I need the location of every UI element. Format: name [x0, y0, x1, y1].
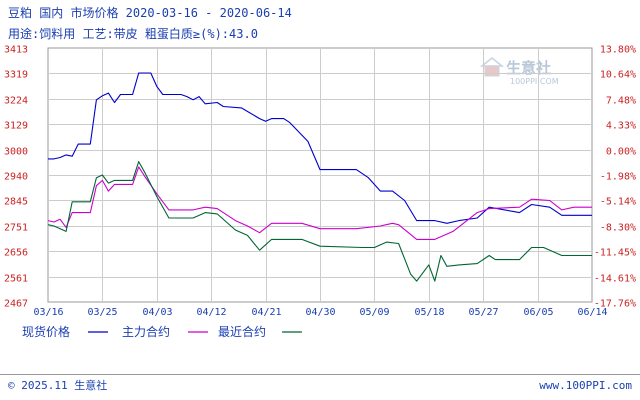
series-line-main — [47, 166, 592, 240]
house-icon — [479, 57, 505, 77]
y-tick-label-left: 2656 — [4, 248, 28, 259]
x-tick-label: 06/14 — [577, 307, 607, 318]
y-tick-label-left: 3129 — [4, 121, 28, 132]
footer-copyright: © 2025.11 生意社 — [8, 378, 107, 392]
y-tick-label-right: 4.33% — [606, 121, 636, 132]
y-tick-label-left: 3413 — [4, 45, 28, 56]
y-tick-label-right: 0.00% — [606, 147, 636, 158]
y-tick-label-right: -5.14% — [600, 197, 636, 208]
y-tick-label-left: 2751 — [4, 223, 28, 234]
x-tick-label: 05/09 — [359, 307, 389, 318]
y-tick-label-right: 13.80% — [600, 45, 636, 56]
y-tick-label-left: 3224 — [4, 96, 28, 107]
y-tick-label-right: -17.76% — [594, 299, 636, 310]
watermark-url: 100PPI.COM — [510, 77, 559, 86]
y-tick-label-right: -1.98% — [600, 172, 636, 183]
y-tick-label-right: 7.48% — [606, 96, 636, 107]
y-tick-label-left: 3319 — [4, 70, 28, 81]
legend-label-main: 主力合约 — [122, 324, 170, 339]
x-tick-label: 05/27 — [468, 307, 498, 318]
series-line-recent — [47, 161, 592, 282]
legend-label-recent: 最近合约 — [218, 324, 266, 339]
y-tick-label-right: -11.45% — [594, 248, 636, 259]
grid-lines — [48, 48, 592, 302]
x-tick-label: 05/18 — [414, 307, 444, 318]
y-tick-label-left: 3000 — [4, 147, 28, 158]
x-tick-label: 04/12 — [196, 307, 226, 318]
series-lines — [47, 72, 592, 282]
series-line-spot — [48, 72, 592, 224]
y-axis-right-ticks: 13.80% 10.64% 7.48% 4.33% 0.00% -1.98% -5.14% -… — [594, 45, 636, 310]
footer-bar — [0, 375, 640, 400]
y-axis-left-ticks: 3413 3319 3224 3129 3000 2940 2845 2751 2656 2561… — [4, 45, 28, 310]
chart-subtitle: 用途:饲料用 工艺:带皮 粗蛋白质≥(%):43.0 — [8, 26, 258, 41]
y-tick-label-right: -8.30% — [600, 223, 636, 234]
y-tick-label-left: 2940 — [4, 172, 28, 183]
watermark-brand: 生意社 — [506, 59, 551, 77]
chart-title: 豆粕 国内 市场价格 2020-03-16 - 2020-06-14 — [8, 5, 292, 20]
footer-site: www.100PPI.com — [539, 379, 632, 392]
x-axis-ticks: 03/16 03/25 04/03 04/12 04/21 04/30 05/09 05/18… — [33, 307, 607, 318]
x-tick-label: 03/25 — [87, 307, 117, 318]
y-tick-label-right: 10.64% — [600, 70, 636, 81]
y-tick-label-left: 2845 — [4, 197, 28, 208]
y-tick-label-right: -14.61% — [594, 274, 636, 285]
legend-label-spot: 现货价格 — [22, 324, 70, 339]
x-tick-label: 06/05 — [523, 307, 553, 318]
x-tick-label: 04/30 — [305, 307, 335, 318]
x-tick-label: 04/21 — [251, 307, 281, 318]
legend: 现货价格 主力合约 最近合约 — [22, 324, 302, 339]
watermark-logo: 生意社 100PPI.COM — [479, 57, 559, 86]
y-tick-label-left: 2467 — [4, 299, 28, 310]
y-tick-label-left: 2561 — [4, 274, 28, 285]
x-tick-label: 03/16 — [33, 307, 63, 318]
x-tick-label: 04/03 — [142, 307, 172, 318]
